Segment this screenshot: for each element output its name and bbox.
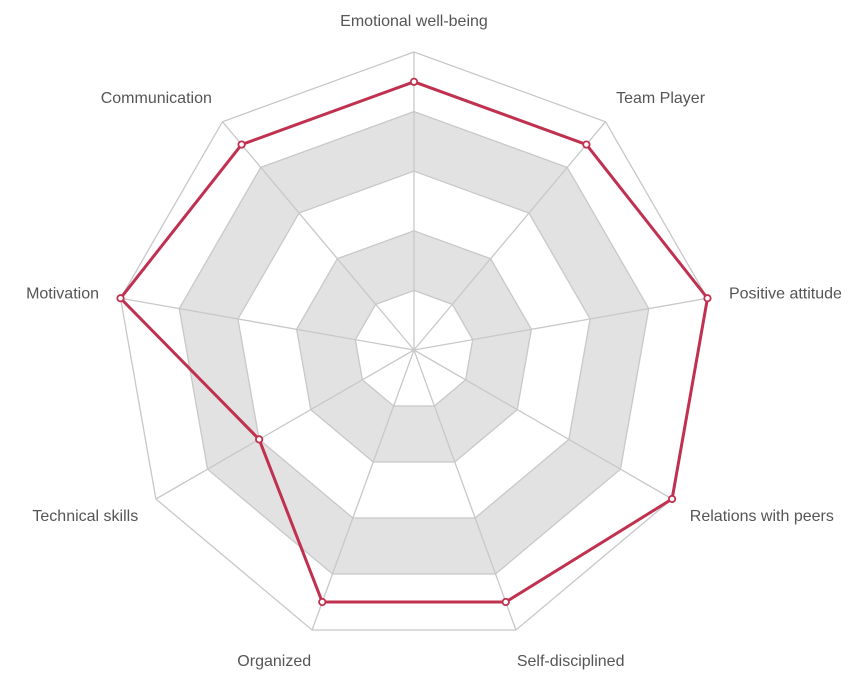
grid-ring (178, 110, 650, 575)
grid-spoke (221, 121, 415, 351)
grid-spoke (155, 349, 415, 500)
grid-ring (119, 51, 709, 631)
grid-bands (179, 111, 649, 575)
data-point[interactable] (409, 77, 419, 86)
axis-label: Motivation (26, 286, 99, 303)
data-point[interactable] (255, 435, 264, 444)
axis-label: Organized (237, 653, 311, 670)
grid-spoke (413, 349, 673, 500)
axis-label: Self-disciplined (517, 653, 625, 670)
grid-spokes (120, 52, 708, 631)
grid-spoke (413, 297, 708, 351)
series-line (119, 80, 709, 604)
data-point[interactable] (237, 140, 246, 149)
data-point[interactable] (501, 597, 510, 607)
grid-rings (119, 51, 709, 631)
data-point[interactable] (318, 597, 327, 607)
grid-spoke (413, 121, 607, 351)
axis-label: Team Player (616, 90, 706, 107)
axis-label: Positive attitude (729, 286, 842, 303)
axis-label: Technical skills (32, 508, 138, 525)
series-layer (116, 77, 712, 607)
grid-ring (295, 230, 533, 463)
data-point[interactable] (703, 294, 712, 303)
grid-spoke (311, 349, 415, 631)
grid-ring (237, 170, 591, 519)
data-point[interactable] (667, 494, 677, 504)
axis-label: Emotional well-being (340, 13, 488, 30)
data-point[interactable] (582, 140, 591, 149)
grid-spoke (413, 349, 517, 631)
axis-labels: Emotional well-being Team Player Positive … (26, 13, 842, 670)
axis-label: Communication (101, 90, 212, 107)
data-point[interactable] (116, 294, 125, 303)
grid-spoke (120, 297, 415, 351)
grid-ring (354, 289, 474, 407)
grid-band (296, 230, 532, 463)
axis-label: Relations with peers (690, 508, 834, 525)
